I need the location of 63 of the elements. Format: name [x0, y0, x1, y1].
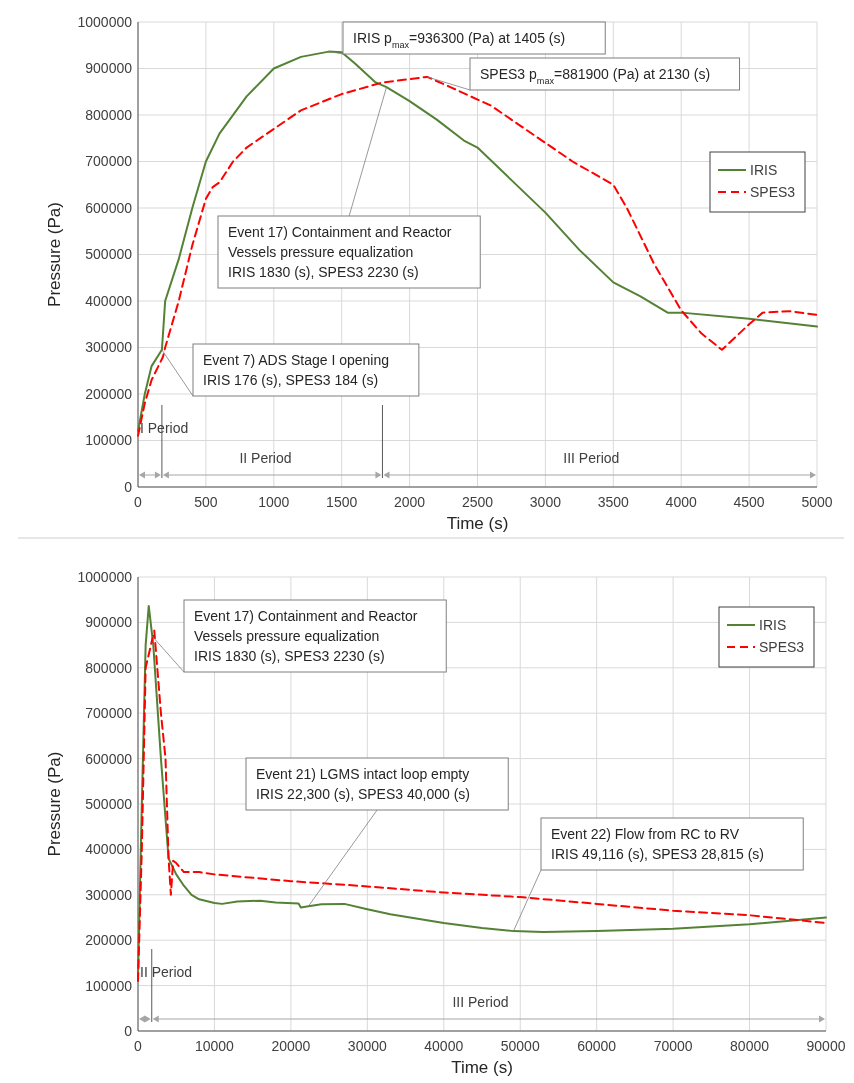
y-tick-label: 700000	[85, 153, 133, 170]
x-axis-title: Time (s)	[451, 1058, 513, 1077]
x-tick-label: 2500	[461, 494, 494, 510]
y-tick-label: 900000	[85, 60, 133, 77]
x-axis-title: Time (s)	[446, 514, 509, 533]
x-tick-label: 3500	[597, 494, 630, 510]
x-tick-label: 0	[134, 494, 143, 510]
y-tick-label: 900000	[85, 614, 133, 631]
x-tick-label: 90000	[806, 1038, 846, 1054]
annotation: IRIS p$_{max}$=936300 (Pa) at 1405 (s)	[353, 30, 566, 50]
y-tick-label: 500000	[85, 795, 133, 812]
y-tick-label: 600000	[85, 199, 133, 216]
annotation: II Period	[140, 964, 193, 980]
x-tick-label: 1000	[258, 494, 290, 510]
x-tick-label: 2000	[394, 494, 426, 510]
x-tick-label: 3000	[529, 494, 562, 510]
annotation: I Period	[140, 420, 189, 436]
x-tick-label: 5000	[801, 494, 833, 510]
legend-label: IRIS	[750, 161, 778, 178]
x-tick-label: 4500	[733, 494, 765, 510]
y-tick-label: 500000	[85, 246, 133, 263]
y-tick-label: 0	[124, 1022, 133, 1039]
x-tick-label: 60000	[577, 1038, 617, 1054]
annotation: Event 21) LGMS intact loop empty IRIS 22,300 (s), SPES3 40,000 (s)	[256, 766, 470, 802]
y-tick-label: 400000	[85, 292, 133, 309]
y-axis-title: Pressure (Pa)	[45, 751, 64, 857]
annotation: III Period	[563, 450, 620, 466]
y-tick-label: 100000	[85, 432, 133, 449]
annotation: Event 17) Containment and Reactor Vessels pressure equalization IRIS 1830 (s), SPES3 2230 (s)	[194, 608, 418, 664]
y-tick-label: 800000	[85, 106, 133, 123]
x-tick-label: 500	[194, 494, 218, 510]
y-tick-label: 700000	[85, 705, 133, 722]
x-tick-label: 10000	[194, 1038, 235, 1054]
y-tick-label: 800000	[85, 659, 133, 676]
y-tick-label: 0	[124, 478, 133, 495]
x-tick-label: 30000	[347, 1038, 388, 1054]
y-tick-label: 1000000	[77, 568, 133, 585]
x-tick-label: 1500	[326, 494, 358, 510]
y-tick-label: 100000	[85, 977, 133, 994]
annotation: Event 17) Containment and Reactor Vessels pressure equalization IRIS 1830 (s), SPES3 2230 (s)	[228, 224, 452, 280]
annotation: II Period	[239, 450, 292, 466]
y-tick-label: 200000	[85, 385, 133, 402]
annotation: III Period	[452, 994, 509, 1010]
annotation: Event 7) ADS Stage I opening IRIS 176 (s), SPES3 184 (s)	[203, 352, 390, 388]
y-tick-label: 1000000	[77, 13, 133, 30]
x-tick-label: 70000	[653, 1038, 693, 1054]
annotation: Event 22) Flow from RC to RV IRIS 49,116 (s), SPES3 28,815 (s)	[551, 826, 764, 862]
x-tick-label: 0	[134, 1038, 143, 1054]
legend-label: SPES3	[750, 183, 796, 200]
y-tick-label: 200000	[85, 932, 133, 949]
y-axis-title: Pressure (Pa)	[45, 202, 64, 307]
x-tick-label: 80000	[730, 1038, 770, 1054]
x-tick-label: 40000	[424, 1038, 464, 1054]
x-tick-label: 20000	[271, 1038, 311, 1054]
y-tick-label: 400000	[85, 841, 133, 858]
y-tick-label: 300000	[85, 339, 133, 356]
legend-label: SPES3	[759, 638, 805, 655]
x-tick-label: 4000	[665, 494, 697, 510]
legend-label: IRIS	[759, 616, 787, 633]
x-tick-label: 50000	[500, 1038, 540, 1054]
annotation: SPES3 p$_{max}$=881900 (Pa) at 2130 (s)	[480, 66, 711, 86]
y-tick-label: 600000	[85, 750, 133, 767]
y-tick-label: 300000	[85, 886, 133, 903]
